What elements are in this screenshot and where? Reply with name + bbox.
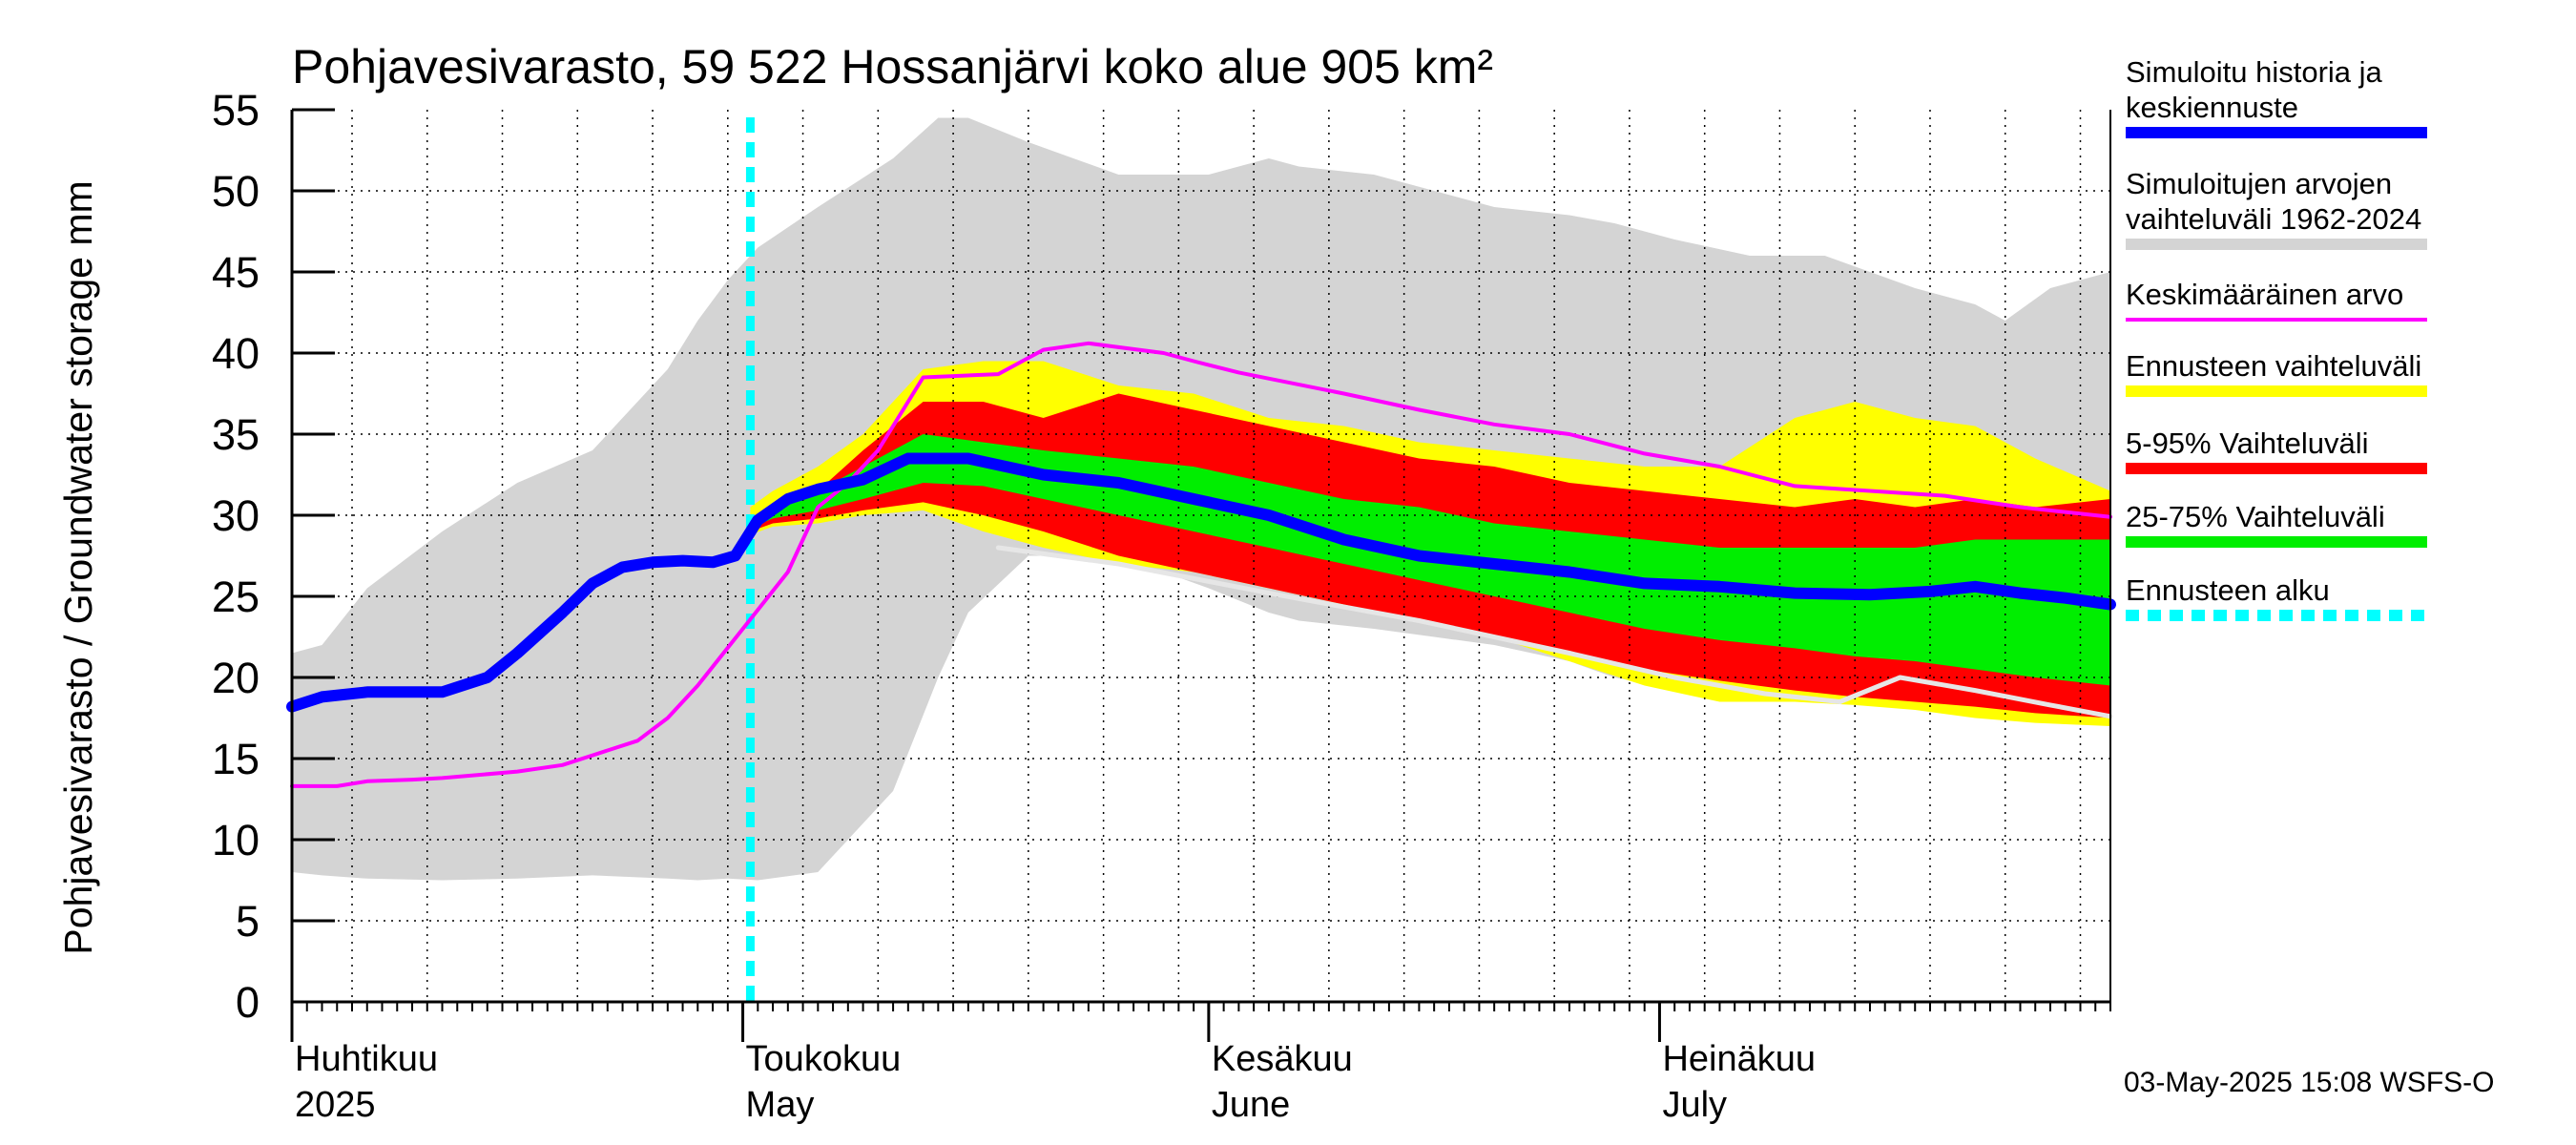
y-tick-label: 45 — [212, 248, 260, 297]
series-line-6 — [995, 545, 2113, 719]
month-label-en: May — [746, 1085, 815, 1125]
legend-label: Ennusteen alku — [2126, 573, 2330, 607]
legend-label: 25-75% Vaihteluväli — [2126, 500, 2385, 533]
month-label-fi: Kesäkuu — [1212, 1039, 1353, 1079]
y-tick-label: 30 — [212, 491, 260, 540]
month-label-en: June — [1212, 1085, 1290, 1125]
chart-lines — [286, 341, 2116, 788]
legend-label: Simuloitujen arvojen — [2126, 167, 2392, 200]
y-tick-label: 50 — [212, 167, 260, 216]
series-line-4 — [290, 341, 2112, 788]
y-tick-label: 0 — [236, 978, 260, 1027]
y-tick-label: 10 — [212, 816, 260, 864]
timestamp-footer: 03-May-2025 15:08 WSFS-O — [2124, 1067, 2495, 1098]
y-tick-label: 40 — [212, 329, 260, 378]
legend-label: 5-95% Vaihteluväli — [2126, 427, 2368, 460]
x-month-labels: Huhtikuu 2025 Toukokuu May Kesäkuu June Heinäk… — [295, 1039, 1816, 1125]
month-label-fi: Huhtikuu — [295, 1039, 438, 1079]
y-tick-labels: 0 5 10 15 20 25 30 35 40 45 50 55 — [212, 86, 260, 1027]
y-tick-label: 35 — [212, 410, 260, 459]
month-label-en: July — [1662, 1085, 1727, 1125]
y-tick-label: 25 — [212, 572, 260, 621]
month-label-fi: Toukokuu — [746, 1039, 902, 1079]
legend-label: keskiennuste — [2126, 91, 2298, 124]
y-tick-label: 20 — [212, 654, 260, 702]
y-tick-label: 15 — [212, 735, 260, 783]
month-label-fi: Heinäkuu — [1662, 1039, 1816, 1079]
legend-label: vaihteluväli 1962-2024 — [2126, 202, 2421, 236]
month-label-en: 2025 — [295, 1085, 376, 1125]
y-tick-label: 5 — [236, 897, 260, 946]
legend-label: Keskimääräinen arvo — [2126, 278, 2403, 311]
legend-label: Simuloitu historia ja — [2126, 55, 2383, 89]
series-line-5 — [286, 452, 2116, 713]
legend-label: Ennusteen vaihteluväli — [2126, 349, 2421, 383]
chart-gridlines — [292, 110, 2110, 1002]
chart-title: Pohjavesivarasto, 59 522 Hossanjärvi kok… — [292, 40, 1493, 94]
y-axis-label: Pohjavesivarasto / Groundwater storage m… — [56, 180, 100, 954]
y-tick-label: 55 — [212, 86, 260, 135]
chart-axes — [290, 108, 2111, 1042]
